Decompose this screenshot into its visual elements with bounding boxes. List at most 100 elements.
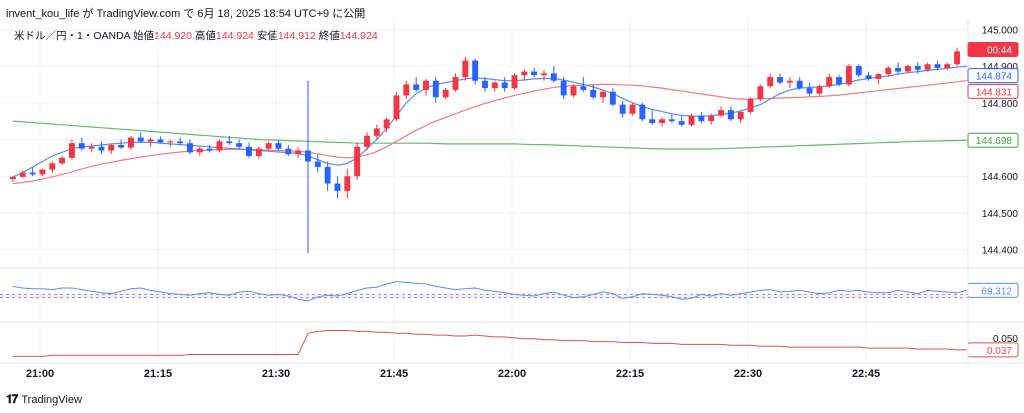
ma-slow-line — [12, 120, 967, 150]
x-tick-label: 22:15 — [616, 368, 644, 380]
candle-body — [373, 128, 380, 136]
price-label-box — [967, 83, 1019, 99]
candle-body — [364, 135, 370, 147]
candle-body — [954, 51, 961, 65]
candle-body — [806, 88, 813, 94]
price-label-box — [967, 68, 1019, 84]
symbol-name[interactable]: 米ドル／円・1・OANDA — [14, 30, 131, 42]
candle-body — [216, 141, 223, 151]
x-tick-label: 21:15 — [144, 368, 172, 380]
osc-last-label: 69.312 — [981, 286, 1012, 297]
y-tick-label: 144.500 — [982, 209, 1019, 220]
candle-body — [393, 95, 400, 120]
candle-body — [560, 80, 567, 96]
candle-body — [186, 143, 193, 153]
candle-body — [314, 161, 321, 168]
candle-body — [275, 143, 282, 149]
low-value: 144.912 — [277, 30, 316, 42]
brand-name: TradingView — [21, 393, 82, 406]
candle-body — [511, 75, 518, 89]
candle-body — [501, 82, 508, 89]
candle-body — [639, 104, 646, 120]
x-tick-label: 21:30 — [262, 368, 290, 380]
candle-body — [423, 80, 429, 90]
footer-brand[interactable]: 𝟏𝟕 TradingView — [6, 392, 82, 407]
candle-body — [934, 64, 941, 68]
candle-body — [836, 77, 843, 85]
candle-body — [727, 110, 734, 120]
candle-body — [167, 141, 174, 143]
candle-body — [78, 143, 85, 149]
candle-body — [668, 119, 675, 122]
vol-last-label: 0.037 — [987, 346, 1012, 357]
candle-body — [688, 115, 695, 125]
x-tick-label: 21:45 — [380, 368, 408, 380]
candle-body — [442, 89, 449, 98]
candle-body — [482, 80, 488, 89]
tradingview-logo-icon: 𝟏𝟕 — [6, 392, 18, 406]
candle-body — [718, 110, 724, 116]
vol-tick-label: 0.050 — [993, 334, 1018, 345]
candle-body — [226, 141, 233, 144]
close-label: 終値 — [318, 30, 340, 42]
axes: 145.000144.900144.800144.700144.600144.5… — [0, 20, 1024, 380]
candle-body — [737, 111, 744, 120]
y-tick-label: 145.000 — [982, 25, 1019, 36]
candle-body — [413, 84, 420, 90]
y-tick-label: 144.800 — [982, 99, 1019, 110]
candle-body — [472, 60, 479, 81]
high-value: 144.924 — [215, 30, 254, 42]
candle-body — [334, 183, 341, 191]
candle-body — [708, 115, 715, 122]
candle-body — [285, 148, 292, 155]
candle-body — [678, 121, 685, 125]
candle-body — [324, 167, 331, 184]
candle-body — [354, 146, 361, 177]
price-label-text: 144.831 — [976, 87, 1013, 98]
candle-body — [767, 77, 774, 87]
candle-body — [541, 73, 547, 76]
candle-body — [855, 66, 862, 76]
candle-body — [196, 148, 203, 153]
candle-body — [570, 86, 577, 96]
candle-body — [826, 77, 833, 87]
candle-body — [796, 80, 803, 89]
candle-body — [236, 143, 243, 147]
open-value: 144.920 — [154, 30, 192, 42]
candle-body — [845, 66, 852, 85]
candle-body — [904, 66, 911, 72]
candle-body — [88, 146, 95, 149]
candle-body — [531, 71, 538, 76]
candle-body — [649, 119, 656, 123]
candle-body — [491, 82, 498, 89]
price-label-box — [967, 42, 1019, 58]
ma-fast-line — [12, 65, 967, 178]
symbol-info: 米ドル／円・1・OANDA 始値144.920 高値144.924 安値144.… — [14, 28, 378, 43]
candle-body — [403, 84, 410, 96]
high-label: 高値 — [194, 30, 216, 42]
price-label-text: 144.698 — [976, 136, 1013, 147]
y-tick-label: 144.400 — [982, 246, 1019, 257]
ma-mid-line — [12, 80, 967, 185]
candle-body — [59, 157, 66, 164]
y-tick-label: 144.900 — [982, 62, 1019, 73]
candle-body — [147, 139, 154, 142]
candle-body — [305, 150, 311, 162]
candle-body — [68, 143, 75, 158]
candle-body — [885, 67, 892, 75]
candle-body — [462, 60, 469, 78]
candle-body — [432, 80, 439, 98]
x-tick-label: 22:30 — [734, 368, 762, 380]
candle-body — [944, 64, 951, 68]
candle-body — [816, 86, 823, 94]
candle-body — [383, 119, 390, 129]
osc-line — [12, 281, 968, 302]
candle-body — [865, 75, 872, 79]
candle-body — [777, 77, 784, 83]
candle-body — [452, 77, 459, 90]
price-pane[interactable] — [9, 47, 967, 254]
close-value: 144.924 — [339, 30, 378, 42]
candle-body — [127, 137, 134, 148]
